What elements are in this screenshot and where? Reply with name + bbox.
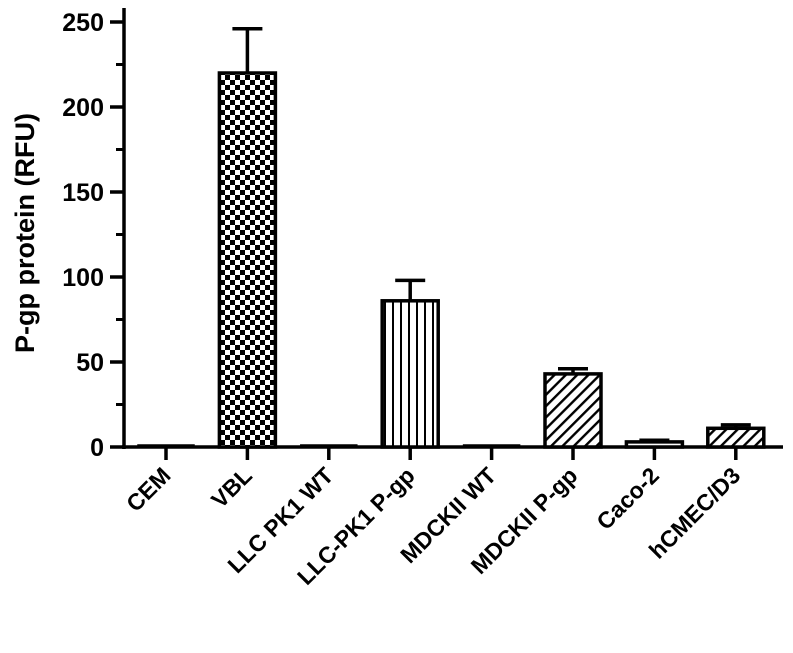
y-tick-label: 150 [62,179,104,207]
x-axis [122,445,783,460]
bar [462,444,521,448]
x-tick-label: Caco-2 [591,462,664,535]
y-axis [110,8,126,449]
y-tick-label: 200 [62,94,104,122]
bar [706,426,766,449]
bar [380,299,440,449]
bars [137,27,766,449]
y-tick-label: 50 [76,349,104,377]
y-tick-label: 0 [90,434,104,462]
y-tick-label: 250 [62,9,104,37]
bar [137,444,195,448]
bar [300,444,358,448]
bar [543,372,603,449]
y-tick-labels: 0 50 100 150 200 250 [62,9,104,462]
y-axis-label: P-gp protein (RFU) [10,113,40,353]
x-tick-label: VBL [206,462,257,513]
y-tick-label: 100 [62,264,104,292]
x-tick-label: CEM [121,462,176,517]
bar [217,71,278,449]
bar [624,440,685,449]
